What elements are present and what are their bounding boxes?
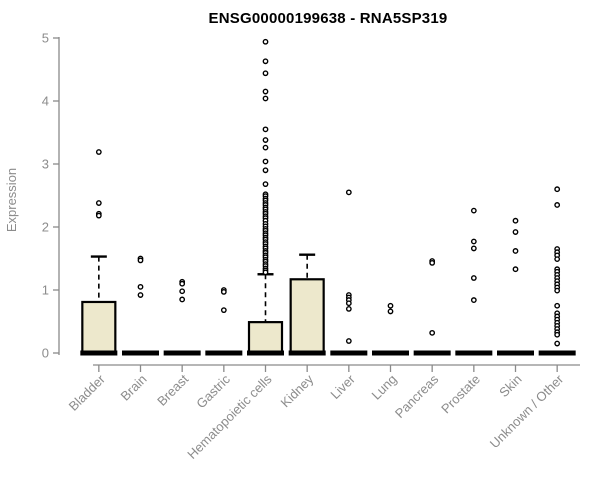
x-tick-label: Skin [496, 372, 524, 400]
outlier-point [262, 137, 269, 143]
outlier-point [262, 158, 269, 165]
outlier-point [554, 340, 561, 347]
median-bar [330, 350, 368, 356]
outlier-point [470, 245, 477, 252]
outlier-point [554, 302, 561, 309]
x-tick-label: Liver [327, 371, 358, 402]
outlier-point [262, 95, 269, 102]
outlier-point [137, 292, 144, 298]
outlier-point [179, 288, 186, 295]
outlier-point [345, 189, 352, 196]
outlier-point [179, 280, 186, 287]
outlier-point [429, 260, 436, 266]
outlier-point [262, 88, 269, 95]
outlier-point [262, 144, 269, 151]
x-tick-label: Lung [369, 372, 400, 403]
outlier-point [137, 283, 144, 290]
x-tick-label: Prostate [438, 372, 483, 417]
outlier-point [262, 70, 269, 77]
box [289, 278, 325, 355]
outlier-point [345, 300, 352, 307]
outlier-point [262, 167, 269, 174]
y-tick-label: 4 [42, 94, 49, 109]
outlier-point [345, 338, 352, 344]
y-tick-label: 0 [42, 346, 49, 361]
outlier-point [470, 238, 477, 245]
outlier-point [512, 266, 519, 273]
outlier-point [554, 287, 561, 294]
median-bar [372, 350, 409, 356]
outlier-point [220, 307, 227, 314]
box [81, 300, 117, 355]
outlier-point [262, 126, 269, 133]
median-bar [497, 350, 534, 356]
median-bar [80, 350, 118, 356]
outlier-point [179, 296, 186, 303]
outlier-point [262, 38, 269, 45]
outlier-point [470, 297, 477, 303]
median-bar [538, 350, 576, 356]
outlier-point [554, 331, 561, 338]
outlier-point [387, 308, 394, 315]
y-tick-label: 2 [42, 220, 49, 235]
chart-title: ENSG00000199638 - RNA5SP319 [208, 10, 448, 27]
median-bar [205, 350, 243, 356]
outlier-point [262, 181, 269, 188]
x-tick-label: Unknown / Other [487, 371, 567, 451]
x-tick-label: Bladder [66, 371, 109, 414]
x-tick-label: Pancreas [392, 371, 442, 421]
outlier-point [95, 149, 102, 155]
outlier-point [512, 217, 519, 224]
outlier-point [554, 256, 561, 263]
outlier-point [429, 329, 436, 336]
x-tick-label: Kidney [278, 371, 317, 410]
outlier-point [512, 248, 519, 254]
x-tick-label: Gastric [193, 371, 233, 411]
y-tick-label: 3 [42, 157, 49, 172]
x-tick-label: Brain [118, 372, 150, 404]
median-bar [122, 350, 159, 356]
y-tick-label: 1 [42, 283, 49, 298]
outlier-point [262, 269, 269, 276]
box [247, 321, 284, 355]
outlier-point [554, 186, 561, 193]
outlier-point [554, 202, 561, 208]
median-bar [413, 350, 451, 356]
outlier-point [387, 302, 394, 309]
outlier-point [95, 212, 102, 219]
outlier-point [220, 288, 227, 295]
x-tick-label: Breast [154, 371, 191, 408]
median-bar [163, 350, 201, 356]
median-bar [247, 350, 284, 356]
median-bar [288, 350, 326, 356]
outlier-point [137, 257, 144, 264]
y-tick-label: 5 [42, 31, 49, 46]
outlier-point [345, 305, 352, 312]
outlier-point [512, 229, 519, 235]
outlier-point [262, 58, 269, 65]
outlier-point [95, 200, 102, 206]
outlier-point [470, 275, 477, 281]
outlier-point [470, 207, 477, 214]
median-bar [455, 350, 493, 356]
